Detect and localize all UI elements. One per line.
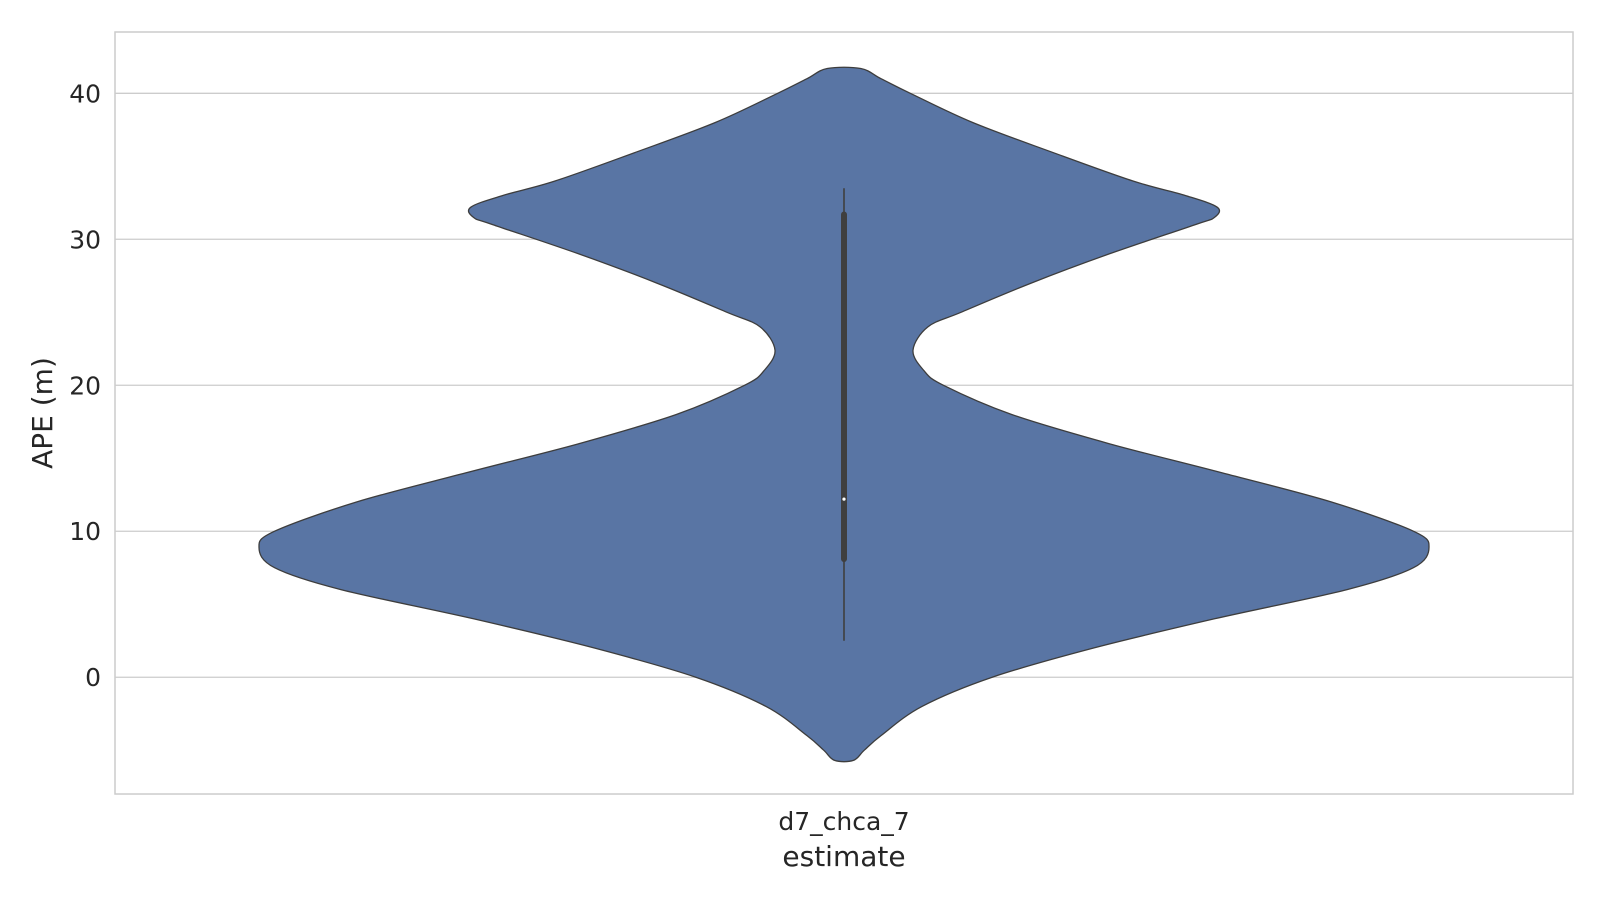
median-marker-d7_chca_7 [842,497,846,501]
y-tick-labels: 0 10 20 30 40 [69,79,101,692]
x-axis-title: estimate [782,840,905,873]
y-tick-label-20: 20 [69,371,101,400]
y-tick-label-0: 0 [85,663,101,692]
inner-boxplots [841,188,847,641]
y-tick-label-10: 10 [69,517,101,546]
y-axis-title: APE (m) [26,357,59,469]
plot-frame [114,31,1574,795]
y-tick-label-30: 30 [69,225,101,254]
x-tick-labels: d7_chca_7 [778,807,909,836]
x-tick-label-d7_chca_7: d7_chca_7 [778,807,909,836]
y-tick-label-40: 40 [69,79,101,108]
